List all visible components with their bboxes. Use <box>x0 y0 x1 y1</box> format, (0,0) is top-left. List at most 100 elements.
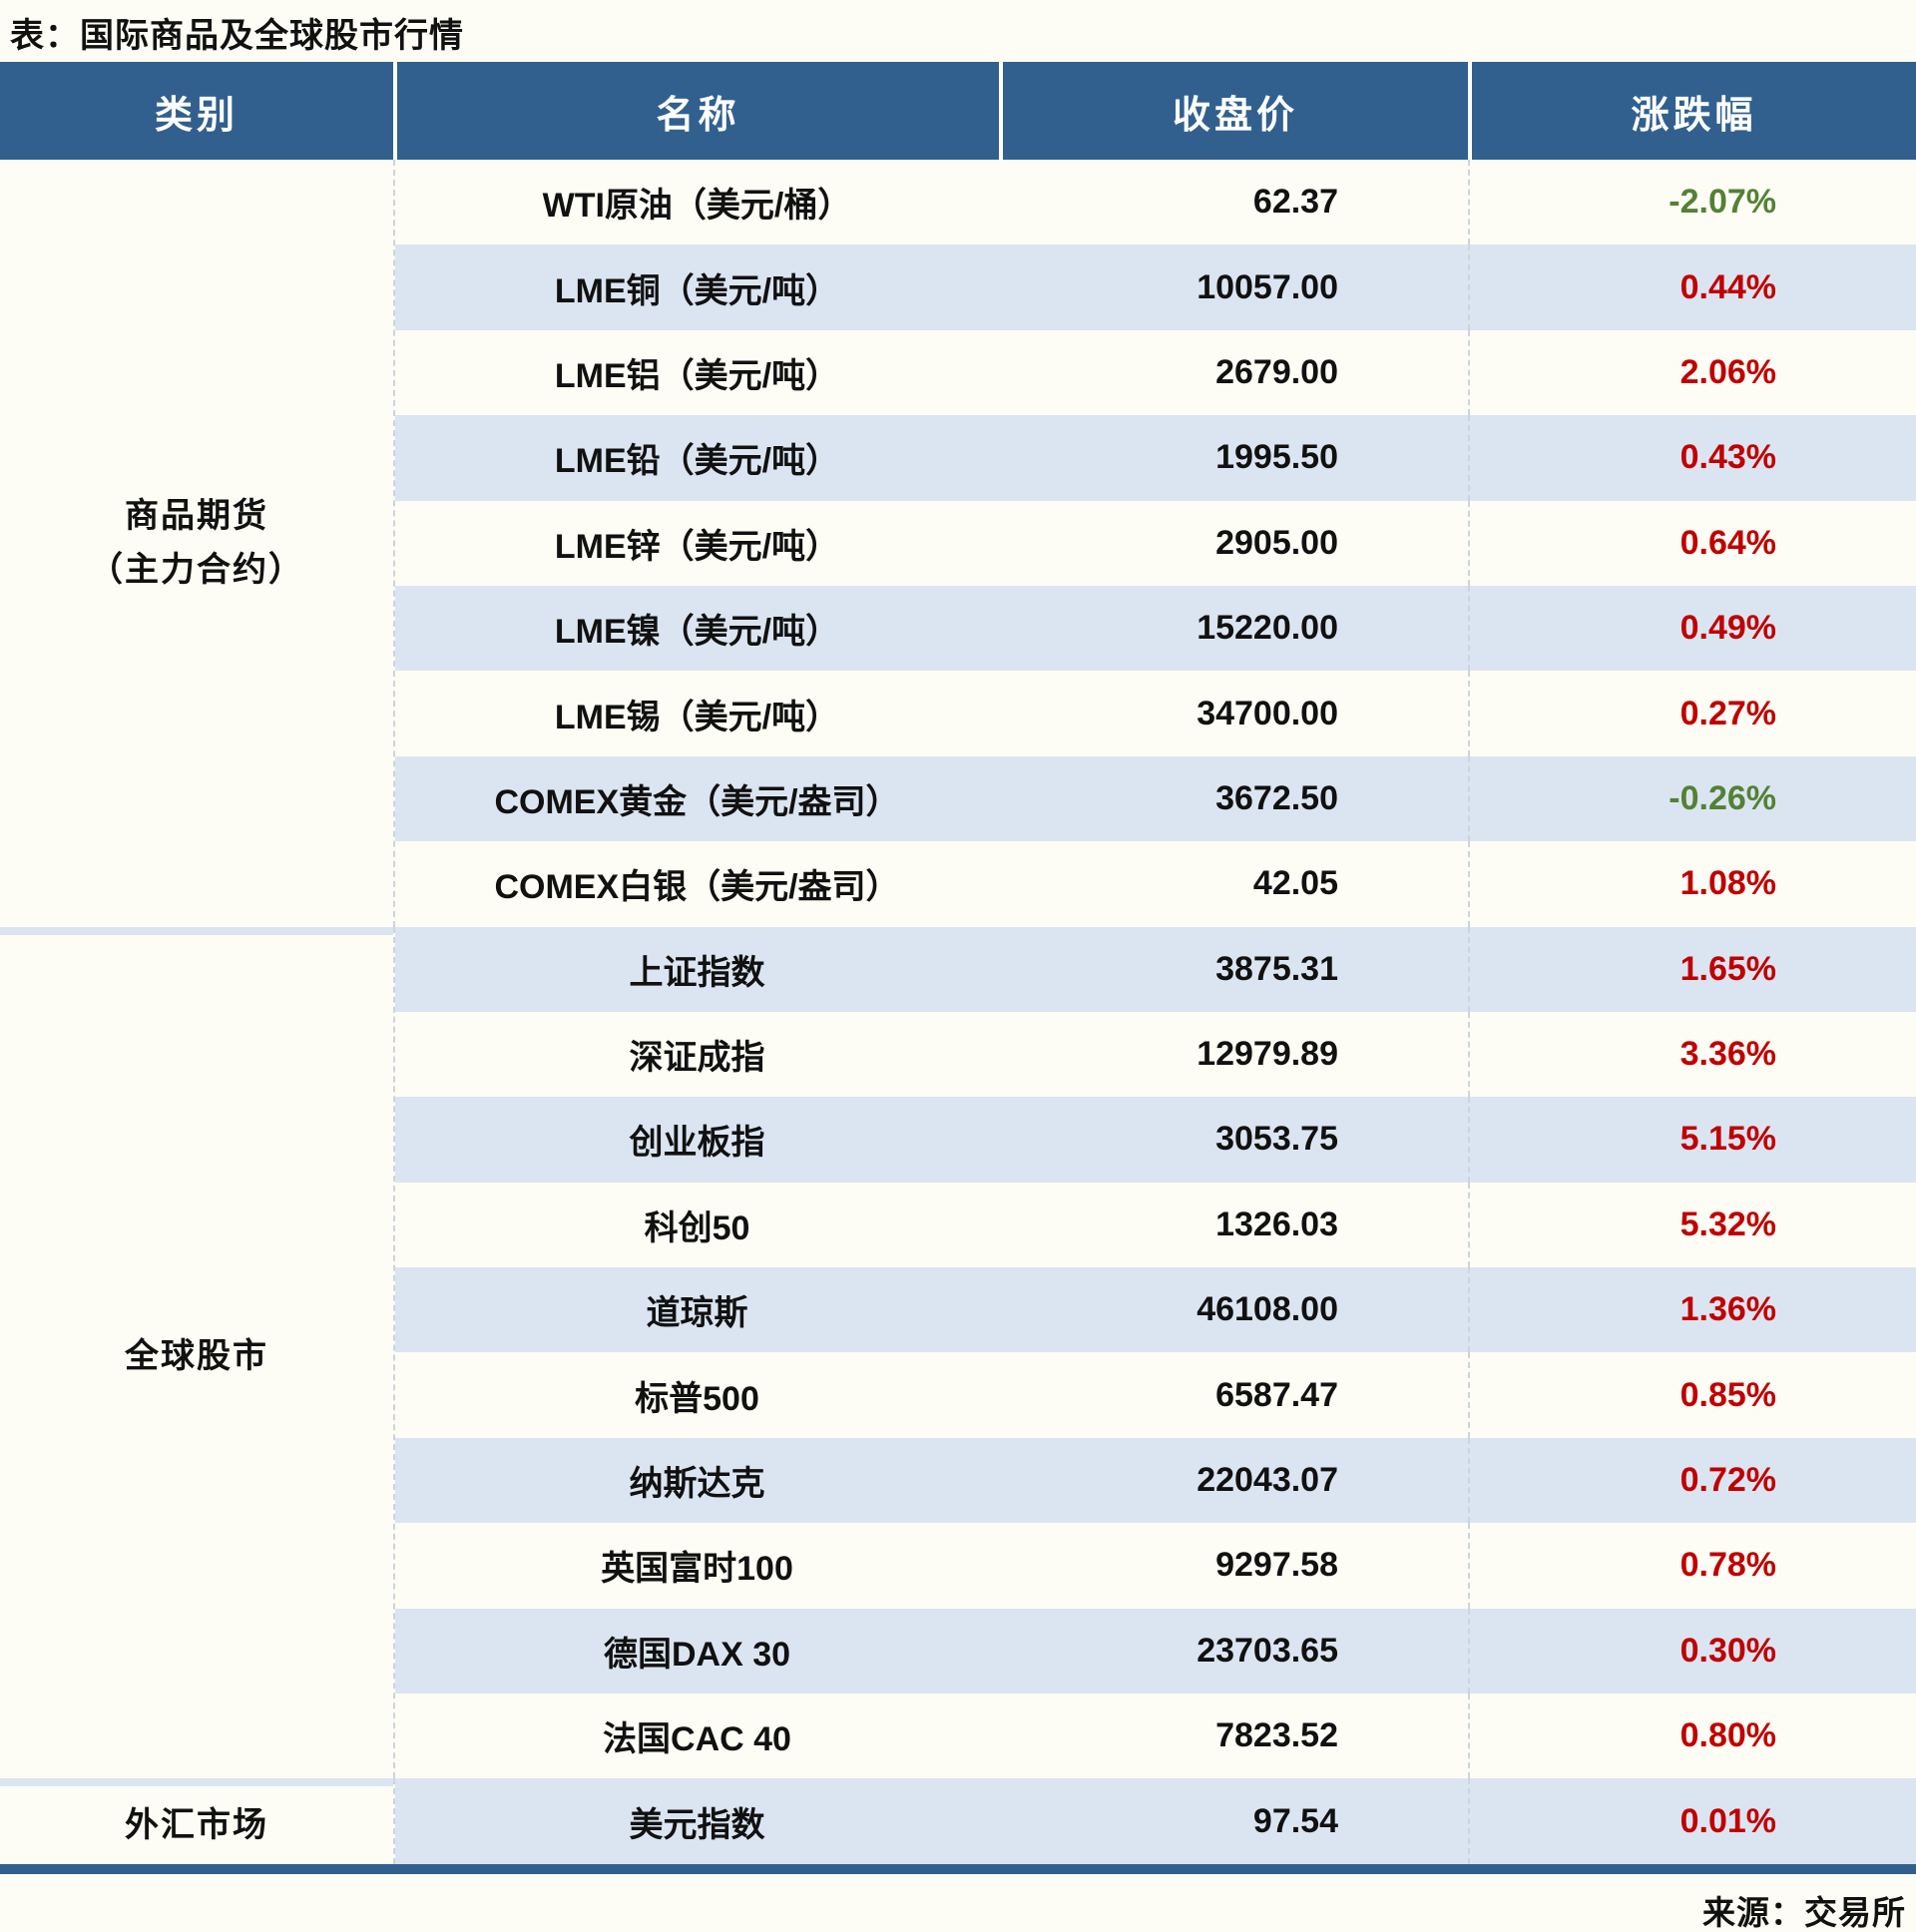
change-percent: 0.72% <box>1468 1437 1916 1524</box>
section-rows: 美元指数 97.54 0.01% <box>393 1778 1916 1864</box>
source-label: 来源：交易所 <box>1702 1893 1906 1931</box>
close-price: 42.05 <box>1252 864 1338 903</box>
close-price: 12979.89 <box>1197 1035 1338 1074</box>
table-header-row: 类别 名称 收盘价 涨跌幅 <box>0 62 1916 160</box>
instrument-name: 美元指数 <box>629 1805 765 1844</box>
change-percent: 5.32% <box>1468 1182 1916 1268</box>
instrument-name: 创业板指 <box>629 1124 765 1163</box>
section-rows: 上证指数 3875.31 1.65% 深证成指 12979.89 3.36% 创… <box>393 926 1916 1779</box>
close-price: 10057.00 <box>1197 267 1338 306</box>
instrument-name: 英国富时100 <box>601 1550 793 1589</box>
header-change-pct: 涨跌幅 <box>1468 62 1916 160</box>
table-row: LME铝（美元/吨） 2679.00 2.06% <box>395 329 1916 416</box>
change-percent: 5.15% <box>1468 1097 1916 1183</box>
table-row: COMEX黄金（美元/盎司） 3672.50 -0.26% <box>395 755 1916 842</box>
table-row: LME镍（美元/吨） 15220.00 0.49% <box>395 585 1916 672</box>
change-percent: 3.36% <box>1468 1011 1916 1098</box>
close-price: 97.54 <box>1252 1801 1338 1840</box>
table-row: 创业板指 3053.75 5.15% <box>395 1097 1916 1183</box>
table-row: 纳斯达克 22043.07 0.72% <box>395 1437 1916 1524</box>
close-price: 2905.00 <box>1215 523 1338 562</box>
close-price: 1326.03 <box>1215 1205 1338 1243</box>
table-row: 科创50 1326.03 5.32% <box>395 1182 1916 1268</box>
table-row: 道琼斯 46108.00 1.36% <box>395 1267 1916 1353</box>
instrument-name: 德国DAX 30 <box>603 1635 791 1674</box>
instrument-name: 法国CAC 40 <box>603 1720 791 1759</box>
table-row: 德国DAX 30 23703.65 0.30% <box>395 1608 1916 1694</box>
instrument-name: 科创50 <box>644 1208 750 1247</box>
close-price: 62.37 <box>1252 183 1338 222</box>
category-cell: 商品期货 （主力合约） <box>0 160 393 927</box>
table-row: LME铅（美元/吨） 1995.50 0.43% <box>395 415 1916 501</box>
change-percent: 0.85% <box>1468 1352 1916 1438</box>
instrument-name: LME铝（美元/吨） <box>554 356 840 395</box>
close-price: 34700.00 <box>1197 694 1338 732</box>
change-percent: 0.30% <box>1468 1608 1916 1694</box>
instrument-name: 深证成指 <box>629 1039 765 1078</box>
change-percent: 0.64% <box>1468 500 1916 586</box>
close-price: 1995.50 <box>1215 438 1338 477</box>
instrument-name: COMEX白银（美元/盎司） <box>494 868 900 907</box>
instrument-name: LME锡（美元/吨） <box>554 698 840 736</box>
close-price: 9297.58 <box>1215 1546 1338 1585</box>
change-percent: 2.06% <box>1468 329 1916 416</box>
close-price: 22043.07 <box>1197 1461 1338 1500</box>
table-section: 全球股市 上证指数 3875.31 1.65% 深证成指 12979.89 3.… <box>0 926 1916 1779</box>
header-close-price: 收盘价 <box>999 62 1468 160</box>
instrument-name: 纳斯达克 <box>629 1465 765 1504</box>
header-name: 名称 <box>393 62 999 160</box>
change-percent: 0.01% <box>1468 1778 1916 1864</box>
title-bar: 表：国际商品及全球股市行情 <box>0 0 1916 62</box>
change-percent: 1.36% <box>1468 1267 1916 1353</box>
change-percent: 0.44% <box>1468 244 1916 330</box>
close-price: 15220.00 <box>1197 609 1338 648</box>
table-row: 深证成指 12979.89 3.36% <box>395 1011 1916 1098</box>
category-cell: 外汇市场 <box>0 1778 393 1864</box>
change-percent: 0.80% <box>1468 1693 1916 1779</box>
table-section: 商品期货 （主力合约） WTI原油（美元/桶） 62.37 -2.07% LME铜… <box>0 160 1916 927</box>
table-row: LME锡（美元/吨） 34700.00 0.27% <box>395 671 1916 756</box>
close-price: 46108.00 <box>1197 1290 1338 1329</box>
header-category: 类别 <box>154 94 239 137</box>
table-row: 英国富时100 9297.58 0.78% <box>395 1523 1916 1609</box>
table-row: WTI原油（美元/桶） 62.37 -2.07% <box>395 160 1916 245</box>
close-price: 3672.50 <box>1215 778 1338 817</box>
instrument-name: COMEX黄金（美元/盎司） <box>494 782 900 821</box>
table-row: COMEX白银（美元/盎司） 42.05 1.08% <box>395 841 1916 927</box>
table-bottom-rule <box>0 1863 1916 1874</box>
change-percent: 0.49% <box>1468 585 1916 672</box>
change-percent: -2.07% <box>1468 160 1916 245</box>
close-price: 6587.47 <box>1215 1375 1338 1414</box>
change-percent: 1.08% <box>1468 841 1916 927</box>
instrument-name: LME铜（美元/吨） <box>554 271 840 310</box>
category-cell: 全球股市 <box>0 926 393 1779</box>
instrument-name: LME铅（美元/吨） <box>554 442 840 481</box>
instrument-name: 道琼斯 <box>646 1294 748 1333</box>
table-row: 法国CAC 40 7823.52 0.80% <box>395 1693 1916 1779</box>
instrument-name: LME镍（美元/吨） <box>554 613 840 652</box>
instrument-name: 标普500 <box>635 1379 759 1418</box>
close-price: 23703.65 <box>1197 1631 1338 1670</box>
close-price: 3875.31 <box>1215 949 1338 988</box>
instrument-name: LME锌（美元/吨） <box>554 527 840 566</box>
table-row: LME锌（美元/吨） 2905.00 0.64% <box>395 500 1916 586</box>
instrument-name: 上证指数 <box>629 953 765 992</box>
table-row: 标普500 6587.47 0.85% <box>395 1352 1916 1438</box>
close-price: 3053.75 <box>1215 1120 1338 1159</box>
change-percent: 1.65% <box>1468 926 1916 1012</box>
change-percent: 0.43% <box>1468 415 1916 501</box>
source-bar: 来源：交易所 <box>0 1874 1916 1932</box>
change-percent: 0.27% <box>1468 671 1916 756</box>
instrument-name: WTI原油（美元/桶） <box>542 187 852 226</box>
change-percent: -0.26% <box>1468 755 1916 842</box>
section-rows: WTI原油（美元/桶） 62.37 -2.07% LME铜（美元/吨） 1005… <box>393 160 1916 927</box>
table-row: 上证指数 3875.31 1.65% <box>395 926 1916 1012</box>
change-percent: 0.78% <box>1468 1523 1916 1609</box>
table-section: 外汇市场 美元指数 97.54 0.01% <box>0 1778 1916 1864</box>
table-row: 美元指数 97.54 0.01% <box>395 1778 1916 1864</box>
close-price: 7823.52 <box>1215 1716 1338 1755</box>
close-price: 2679.00 <box>1215 352 1338 391</box>
table-row: LME铜（美元/吨） 10057.00 0.44% <box>395 244 1916 330</box>
page-title: 表：国际商品及全球股市行情 <box>10 17 464 55</box>
